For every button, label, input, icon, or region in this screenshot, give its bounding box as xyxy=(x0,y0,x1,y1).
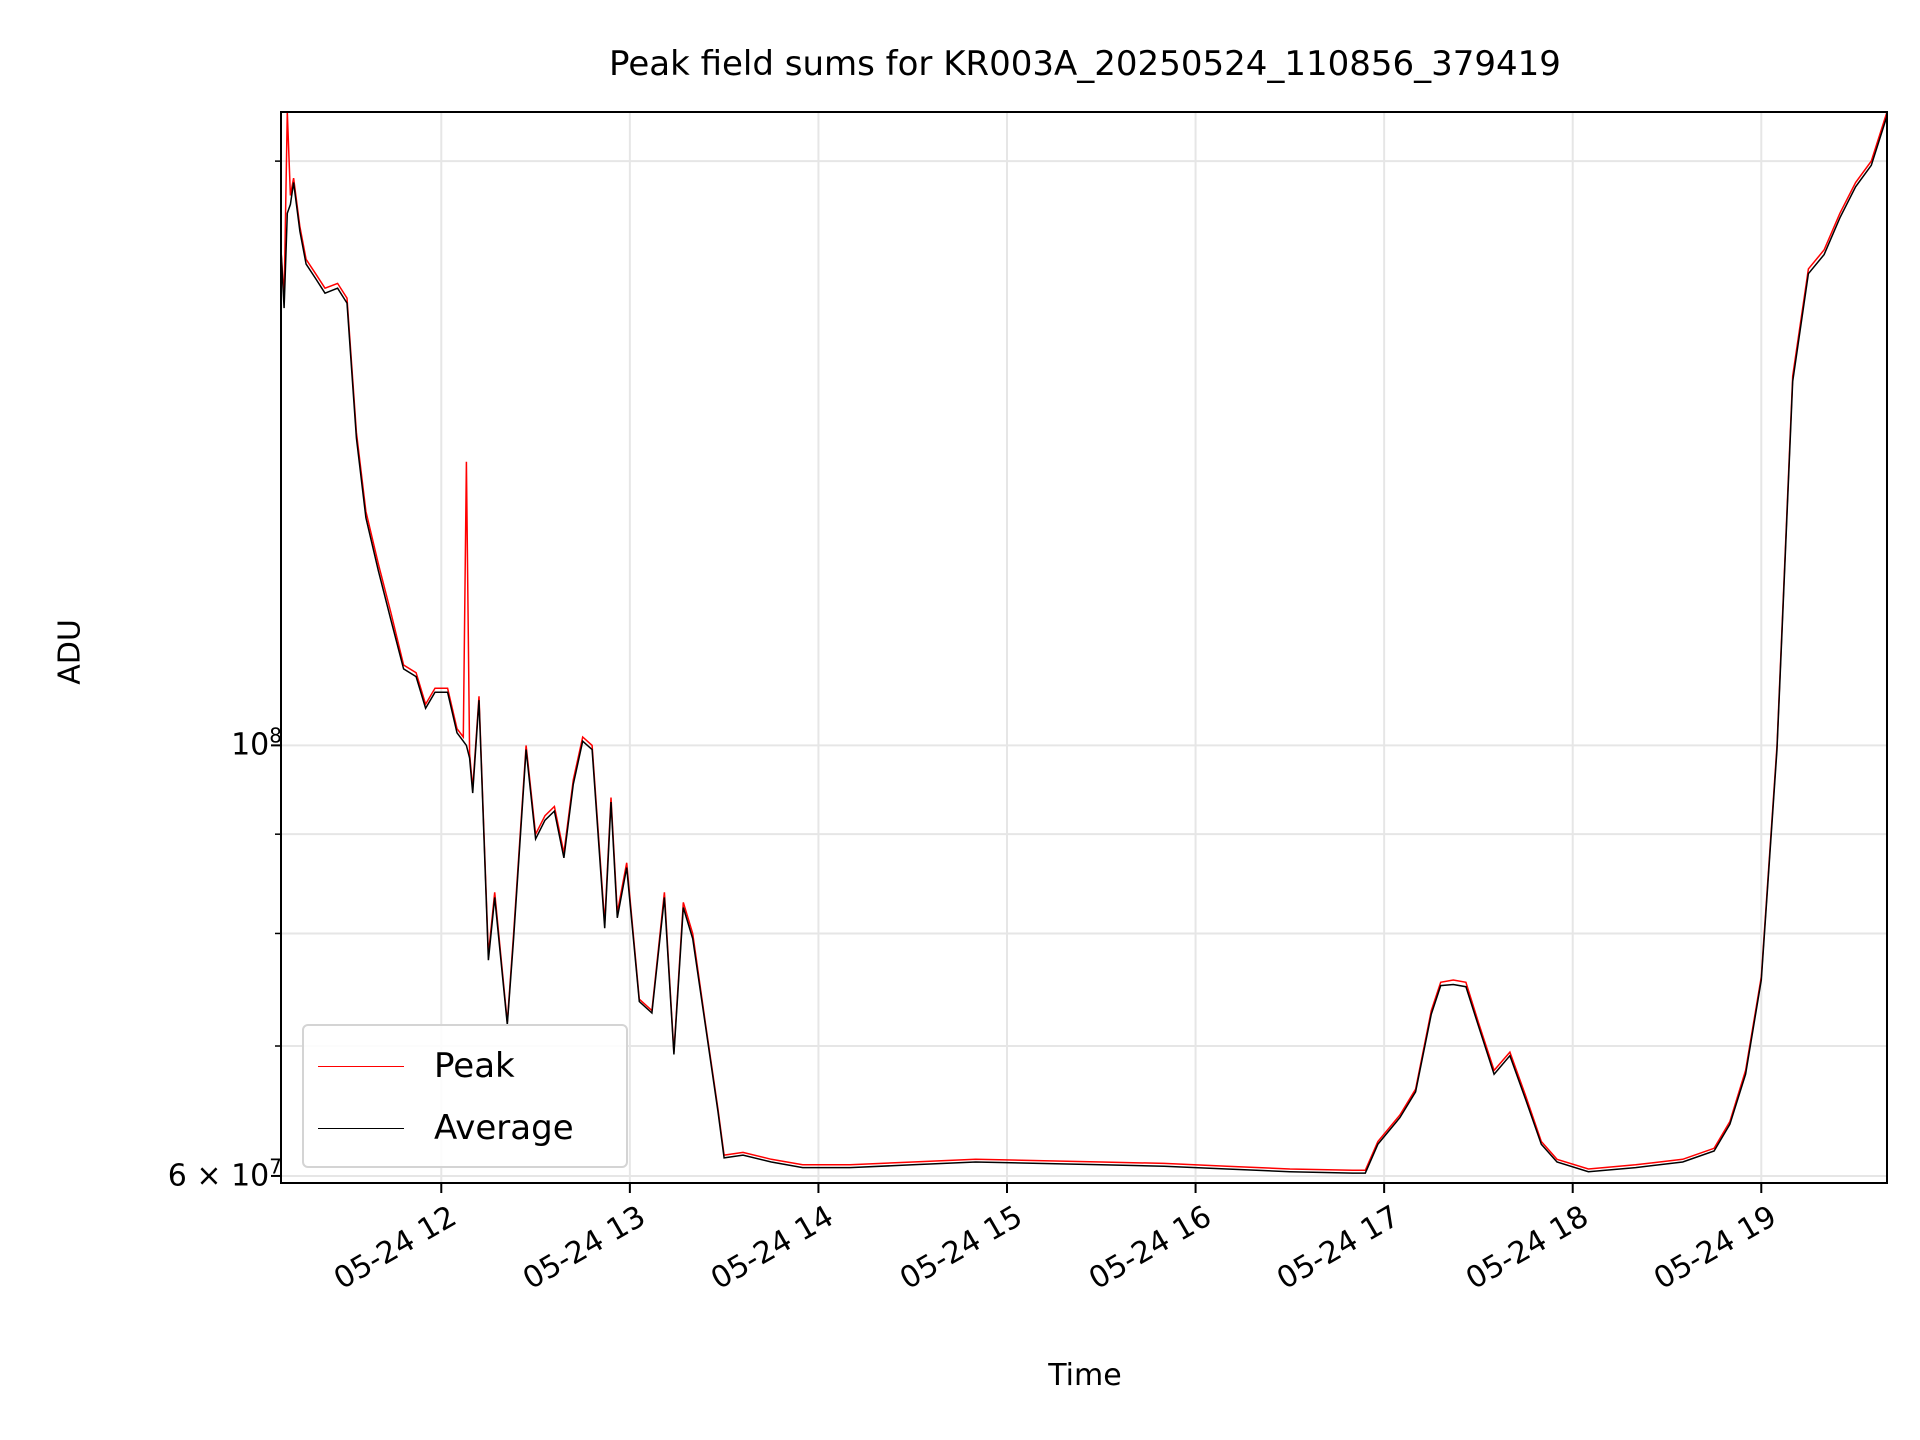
legend-item-average: Average xyxy=(318,1108,574,1148)
legend-label-peak: Peak xyxy=(434,1046,515,1086)
y-tick-label: 108 xyxy=(231,724,282,763)
series-line-peak xyxy=(280,111,1888,1172)
legend-label-average: Average xyxy=(434,1108,574,1148)
axis-ticks xyxy=(271,160,1763,1193)
legend-item-peak: Peak xyxy=(318,1046,515,1086)
series-lines xyxy=(280,111,1888,1174)
plot-frame xyxy=(280,111,1888,1184)
x-axis-label: Time xyxy=(1048,1358,1122,1393)
chart-title: Peak field sums for KR003A_20250524_1108… xyxy=(609,44,1561,84)
grid-lines xyxy=(281,112,1887,1183)
y-tick-label-base: 6 × 10 xyxy=(167,1158,270,1194)
y-tick-label-exponent: 8 xyxy=(269,723,282,748)
y-tick-label-base: 10 xyxy=(231,727,270,763)
y-tick-label-exponent: 7 xyxy=(269,1154,282,1179)
legend-swatch-peak xyxy=(318,1065,404,1067)
series-line-average xyxy=(280,115,1888,1174)
y-axis-label: ADU xyxy=(52,619,88,685)
legend: Peak Average xyxy=(302,1024,628,1168)
legend-swatch-average xyxy=(318,1127,404,1129)
y-tick-label: 6 × 107 xyxy=(167,1154,282,1194)
